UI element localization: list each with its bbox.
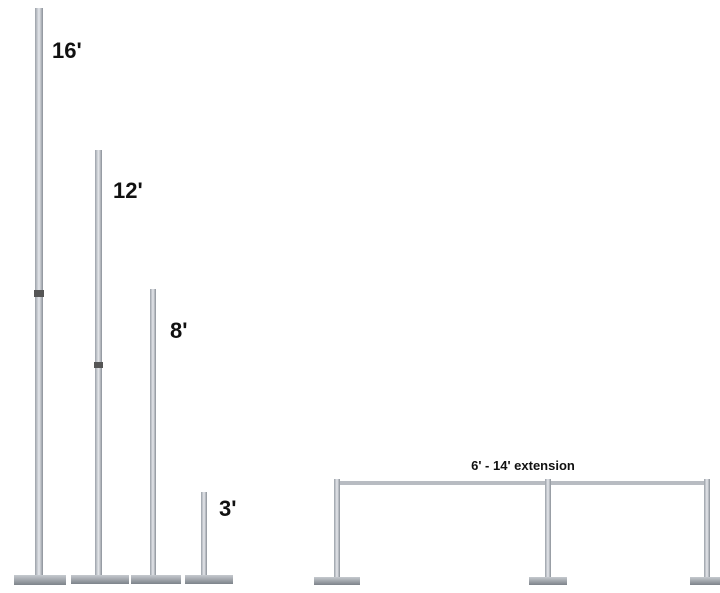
base — [14, 575, 66, 585]
pole — [545, 479, 551, 579]
size-label: 12' — [113, 178, 143, 203]
size-label: 16' — [52, 38, 82, 63]
upright-12 — [71, 150, 129, 584]
pole — [334, 479, 340, 579]
pole — [704, 479, 710, 579]
base — [529, 577, 567, 585]
size-label: 8' — [170, 318, 187, 343]
extension-label: 6' - 14' extension — [471, 458, 575, 473]
upright-16 — [14, 8, 66, 585]
pole — [150, 289, 156, 578]
size-label: 3' — [219, 496, 236, 521]
upright-3 — [185, 492, 233, 584]
base — [185, 575, 233, 584]
base — [314, 577, 360, 585]
base — [690, 577, 720, 585]
upright-8 — [131, 289, 181, 584]
crossbar — [336, 481, 710, 485]
base — [71, 575, 129, 584]
joint — [34, 290, 44, 297]
extension-frame — [314, 479, 720, 585]
joint — [94, 362, 103, 368]
base — [131, 575, 181, 584]
pole — [201, 492, 207, 578]
